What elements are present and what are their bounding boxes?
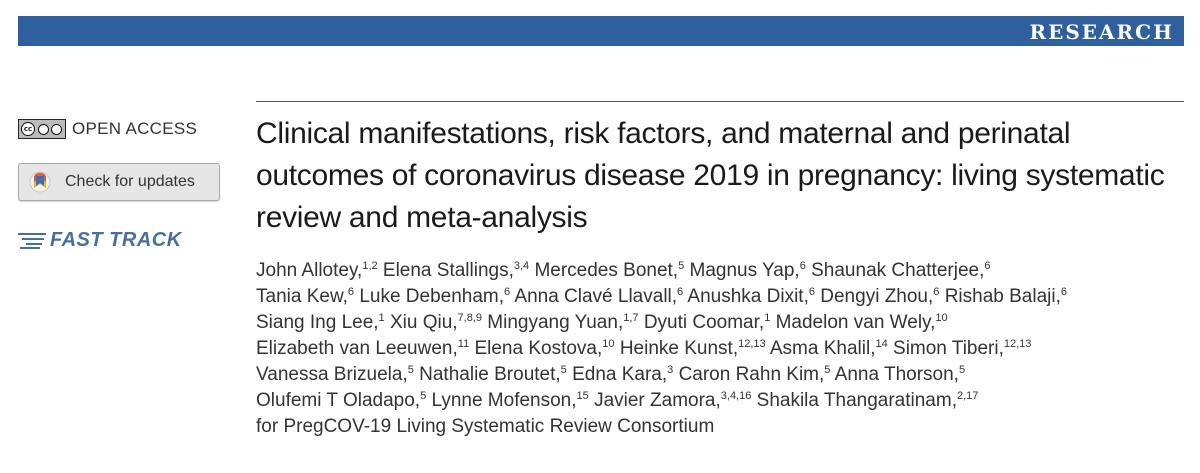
speed-lines-icon <box>18 233 46 249</box>
author-name: Dyuti Coomar,1 <box>643 312 771 333</box>
author-name: John Allotey,1,2 <box>256 260 378 281</box>
author-name: Elizabeth van Leeuwen,11 <box>256 338 470 359</box>
author-name: Shaunak Chatterjee,6 <box>811 260 991 281</box>
author-line: Olufemi T Oladapo,5 Lynne Mofenson,15 Ja… <box>256 388 1191 414</box>
affiliation-marker: 6 <box>799 260 806 272</box>
author-name: Rishab Balaji,6 <box>944 286 1067 307</box>
author-name: Mingyang Yuan,1,7 <box>487 312 639 333</box>
fast-track-badge: FAST TRACK <box>18 227 182 253</box>
author-line: Siang Ing Lee,1 Xiu Qiu,7,8,9 Mingyang Y… <box>256 310 1191 336</box>
author-name: for PregCOV-19 Living Systematic Review … <box>256 416 715 437</box>
author-name: Dengyi Zhou,6 <box>820 286 940 307</box>
section-banner: RESEARCH <box>18 16 1184 46</box>
author-name: Edna Kara,3 <box>572 364 674 385</box>
affiliation-marker: 10 <box>602 338 615 350</box>
author-name: Magnus Yap,6 <box>689 260 806 281</box>
affiliation-marker: 10 <box>935 312 948 324</box>
author-name: Shakila Thangaratinam,2,17 <box>756 390 979 411</box>
author-name: Simon Tiberi,12,13 <box>893 338 1032 359</box>
author-line: for PregCOV-19 Living Systematic Review … <box>256 414 1191 440</box>
affiliation-marker: 6 <box>984 260 991 272</box>
affiliation-marker: 14 <box>875 338 888 350</box>
affiliation-marker: 15 <box>576 390 589 402</box>
article-title: Clinical manifestations, risk factors, a… <box>256 117 1165 234</box>
affiliation-marker: 5 <box>560 364 567 376</box>
author-line: Vanessa Brizuela,5 Nathalie Broutet,5 Ed… <box>256 362 1191 388</box>
author-name: Anushka Dixit,6 <box>687 286 815 307</box>
author-name: Mercedes Bonet,5 <box>534 260 685 281</box>
author-line: Elizabeth van Leeuwen,11 Elena Kostova,1… <box>256 336 1191 362</box>
fast-track-label: FAST TRACK <box>50 228 182 251</box>
affiliation-marker: 5 <box>824 364 831 376</box>
affiliation-marker: 11 <box>457 338 470 350</box>
by-icon <box>38 123 49 135</box>
nc-icon <box>51 123 62 135</box>
author-line: Tania Kew,6 Luke Debenham,6 Anna Clavé L… <box>256 284 1191 310</box>
affiliation-marker: 1,2 <box>362 260 378 272</box>
affiliation-marker: 3 <box>667 364 674 376</box>
affiliation-marker: 5 <box>678 260 685 272</box>
affiliation-marker: 12,13 <box>738 338 766 350</box>
affiliation-marker: 1,7 <box>623 312 639 324</box>
author-list: John Allotey,1,2 Elena Stallings,3,4 Mer… <box>256 258 1191 440</box>
affiliation-marker: 6 <box>933 286 940 298</box>
check-for-updates-button[interactable]: Check for updates <box>18 163 220 201</box>
author-name: Siang Ing Lee,1 <box>256 312 385 333</box>
affiliation-marker: 6 <box>504 286 511 298</box>
crossmark-icon <box>29 171 51 193</box>
author-name: Tania Kew,6 <box>256 286 355 307</box>
author-name: Vanessa Brizuela,5 <box>256 364 414 385</box>
author-name: Luke Debenham,6 <box>359 286 511 307</box>
author-name: Madelon van Wely,10 <box>775 312 948 333</box>
section-label: RESEARCH <box>1029 20 1174 44</box>
author-name: Anna Thorson,5 <box>834 364 966 385</box>
author-name: Olufemi T Oladapo,5 <box>256 390 427 411</box>
open-access-row: cc OPEN ACCESS <box>18 118 197 140</box>
affiliation-marker: 6 <box>347 286 355 298</box>
affiliation-marker: 5 <box>958 364 966 376</box>
affiliation-marker: 3,4 <box>513 260 530 272</box>
author-name: Nathalie Broutet,5 <box>419 364 567 385</box>
check-for-updates-label: Check for updates <box>65 173 195 190</box>
author-name: Elena Stallings,3,4 <box>382 260 530 281</box>
affiliation-marker: 12,13 <box>1003 338 1032 350</box>
author-name: Lynne Mofenson,15 <box>431 390 589 411</box>
open-access-label: OPEN ACCESS <box>72 119 198 138</box>
author-name: Caron Rahn Kim,5 <box>678 364 831 385</box>
cc-icon: cc <box>21 122 35 136</box>
affiliation-marker: 7,8,9 <box>457 312 483 324</box>
author-name: Javier Zamora,3,4,16 <box>594 390 752 411</box>
author-name: Elena Kostova,10 <box>474 338 615 359</box>
author-name: Asma Khalil,14 <box>769 338 888 359</box>
author-line: John Allotey,1,2 Elena Stallings,3,4 Mer… <box>256 258 1191 284</box>
affiliation-marker: 6 <box>808 286 815 298</box>
cc-license-badge[interactable]: cc <box>18 119 66 139</box>
affiliation-marker: 2,17 <box>956 390 979 402</box>
author-name: Xiu Qiu,7,8,9 <box>389 312 483 333</box>
affiliation-marker: 1 <box>378 312 385 324</box>
affiliation-marker: 3,4,16 <box>720 390 752 402</box>
author-name: Heinke Kunst,12,13 <box>619 338 766 359</box>
affiliation-marker: 6 <box>1060 286 1067 298</box>
affiliation-marker: 1 <box>764 312 771 324</box>
affiliation-marker: 5 <box>407 364 414 376</box>
title-divider <box>256 101 1184 102</box>
author-name: Anna Clavé Llavall,6 <box>514 286 684 307</box>
affiliation-marker: 5 <box>420 390 427 402</box>
affiliation-marker: 6 <box>677 286 684 298</box>
